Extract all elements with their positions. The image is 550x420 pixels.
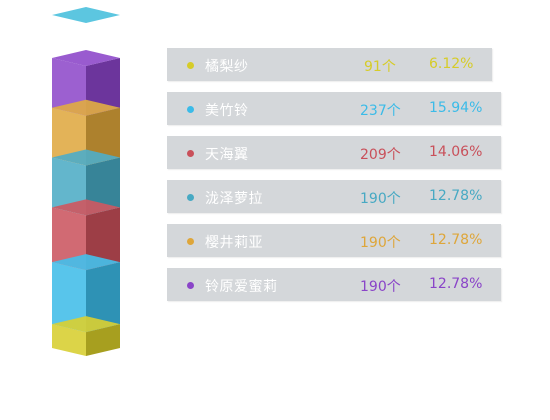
stack-segment[interactable]	[52, 262, 120, 333]
legend-row[interactable]: 橘梨纱 91个 6.12%	[167, 48, 492, 81]
legend-dot	[187, 150, 194, 157]
segment-left-face	[52, 324, 86, 356]
legend-dot	[187, 282, 194, 289]
stack-segment[interactable]	[52, 207, 120, 271]
legend-row[interactable]: 铃原爱蜜莉 190个 12.78%	[167, 268, 501, 301]
segment-right-face	[86, 58, 120, 116]
segment-top-cap	[52, 99, 120, 116]
segment-left-face	[52, 157, 86, 216]
legend-count: 209个	[360, 147, 401, 163]
floating-cap	[52, 7, 120, 23]
segment-left-face	[52, 262, 86, 333]
segment-top-cap	[52, 50, 120, 66]
legend-name: 美竹铃	[205, 103, 249, 119]
legend-name: 泷泽萝拉	[205, 191, 263, 207]
segment-right-face	[86, 262, 120, 333]
legend-percent: 14.06%	[429, 144, 483, 160]
legend-row[interactable]: 泷泽萝拉 190个 12.78%	[167, 180, 501, 213]
legend-row[interactable]: 樱井莉亚 190个 12.78%	[167, 224, 501, 257]
legend-dot	[187, 106, 194, 113]
legend-name: 樱井莉亚	[205, 235, 263, 251]
segment-top-cap	[52, 199, 120, 216]
segment-right-face	[86, 157, 120, 216]
segment-top-cap	[52, 316, 120, 333]
segment-top-cap	[52, 254, 120, 271]
legend-dot	[187, 238, 194, 245]
segment-right-face	[86, 324, 120, 356]
stack-segment[interactable]	[52, 157, 120, 216]
legend-dot	[187, 62, 194, 69]
legend-name: 橘梨纱	[205, 59, 249, 75]
legend-percent: 15.94%	[429, 100, 483, 116]
legend-dot	[187, 194, 194, 201]
legend-count: 237个	[360, 103, 401, 119]
stack-segment[interactable]	[52, 107, 120, 166]
legend-percent: 12.78%	[429, 232, 483, 248]
segment-top-cap	[52, 149, 120, 166]
segment-left-face	[52, 207, 86, 271]
legend-row[interactable]: 美竹铃 237个 15.94%	[167, 92, 501, 125]
segment-left-face	[52, 107, 86, 166]
segment-left-face	[52, 58, 86, 116]
legend-name: 天海翼	[205, 147, 249, 163]
legend-percent: 12.78%	[429, 276, 483, 292]
legend-count: 190个	[360, 279, 401, 295]
legend-count: 190个	[360, 235, 401, 251]
segment-right-face	[86, 107, 120, 166]
legend-percent: 12.78%	[429, 188, 483, 204]
legend-name: 铃原爱蜜莉	[205, 279, 278, 295]
segment-right-face	[86, 207, 120, 271]
legend-row[interactable]: 天海翼 209个 14.06%	[167, 136, 501, 169]
legend-count: 91个	[364, 59, 396, 75]
stack-segment[interactable]	[52, 324, 120, 356]
legend-percent: 6.12%	[429, 56, 474, 72]
legend-count: 190个	[360, 191, 401, 207]
stack-segment[interactable]	[52, 58, 120, 116]
